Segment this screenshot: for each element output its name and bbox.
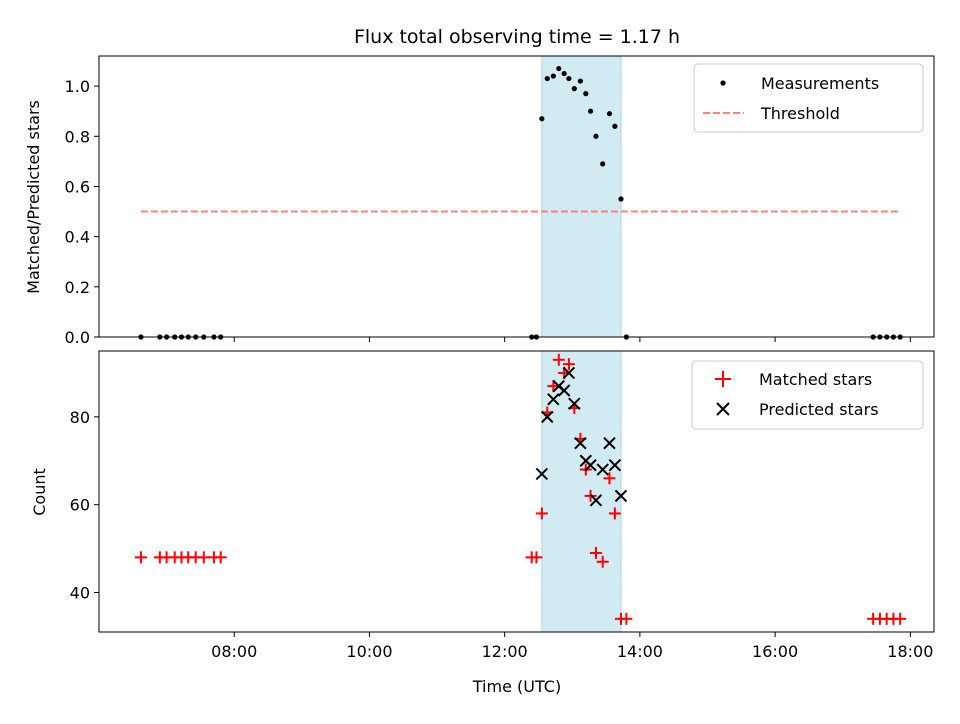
predicted-star-point [614,489,628,503]
predicted-star-point [557,384,571,397]
measurement-point [587,108,594,114]
legend-label-predicted: Predicted stars [759,400,879,419]
measurement-point [571,86,577,92]
predicted-star-point [584,458,597,472]
y-tick-label: 60 [70,496,90,515]
matched-star-point [894,612,907,625]
predicted-star-point [596,463,609,476]
x-tick-label: 18:00 [887,642,933,661]
y-axis-label-top: Matched/Predicted stars [24,100,43,294]
y-tick-label: 0.4 [65,228,90,247]
measurement-point [556,65,562,72]
legend-marker-matched [715,371,731,387]
y-ticks-bottom: 40 60 80 [70,408,99,602]
y-ticks-top: 0.0 0.2 0.4 0.6 0.8 1.0 [65,77,99,347]
legend-box-bottom [691,360,924,430]
x-ticks-bottom: 08:00 10:00 12:00 14:00 16:00 18:00 [211,632,933,661]
predicted-star-point [608,458,622,472]
legend-label-matched: Matched stars [759,370,872,389]
y-tick-label: 40 [70,583,90,602]
matched-star-point [596,555,609,568]
measurement-point [593,133,599,139]
plot-frame-top [98,55,935,338]
matched-star-point [134,551,147,564]
matched-star-point [535,507,548,520]
legend-bottom: Matched stars Predicted stars [691,360,924,430]
measurement-point [566,75,572,82]
matched-star-point [552,353,565,366]
measurement-point [606,111,613,117]
x-tick-label: 08:00 [211,642,257,661]
predicted-star-point [535,467,549,481]
panel-top: 0.0 0.2 0.4 0.6 0.8 1.0 Matched/Predicted sta… [24,55,935,347]
measurement-point [577,78,583,84]
y-tick-label: 0.0 [65,328,90,347]
highlight-span [541,350,622,633]
matched-star-point [603,472,616,485]
predicted-star-point [589,494,603,507]
panel-bottom: 40 60 80 08:00 10:00 12:00 14:00 16:00 18:00 Co… [30,350,935,696]
matched-star-point [608,507,621,520]
legend-box-top [693,63,924,133]
measurement-point [561,70,567,77]
measurement-point [618,196,624,202]
matched-star-point [214,551,227,564]
legend-marker-measurements [720,80,726,86]
measurement-point [583,91,589,97]
x-tick-label: 16:00 [752,642,798,661]
matched-star-point [197,551,210,564]
predicted-star-point [603,436,616,450]
measurement-point [544,75,550,82]
x-tick-label: 12:00 [482,642,528,661]
y-tick-label: 0.8 [65,127,90,146]
matched-star-point [589,546,602,559]
y-axis-label-bottom: Count [30,468,49,516]
predicted-star-point [568,397,581,410]
highlight-span-bottom [541,350,622,633]
matched-stars-group [134,353,907,625]
measurement-point [612,123,618,129]
predicted-star-point [547,393,560,406]
predicted-star-point [574,436,587,450]
x-tick-label: 14:00 [617,642,663,661]
legend-label-measurements: Measurements [761,74,879,93]
matched-star-point [620,612,633,625]
x-axis-label: Time (UTC) [472,677,561,696]
x-ticks-top [233,337,911,342]
matched-star-point [562,358,575,371]
measurement-point [550,73,556,79]
highlight-span [541,55,622,338]
matched-star-point [530,551,543,564]
predicted-stars-group [535,366,628,507]
highlight-span-top [541,55,622,338]
legend-label-threshold: Threshold [760,104,840,123]
chart-title: Flux total observing time = 1.17 h [354,26,680,48]
legend-top: Measurements Threshold [693,63,924,133]
x-tick-label: 10:00 [346,642,392,661]
y-tick-label: 0.2 [65,278,90,297]
measurement-point [600,161,606,167]
measurement-point [539,116,545,122]
predicted-star-point [562,366,576,380]
plot-frame-bottom [98,350,935,633]
y-tick-label: 80 [70,408,90,427]
y-tick-label: 1.0 [65,77,90,96]
legend-marker-predicted [716,402,730,416]
predicted-star-point [541,410,554,424]
y-tick-label: 0.6 [65,177,90,196]
